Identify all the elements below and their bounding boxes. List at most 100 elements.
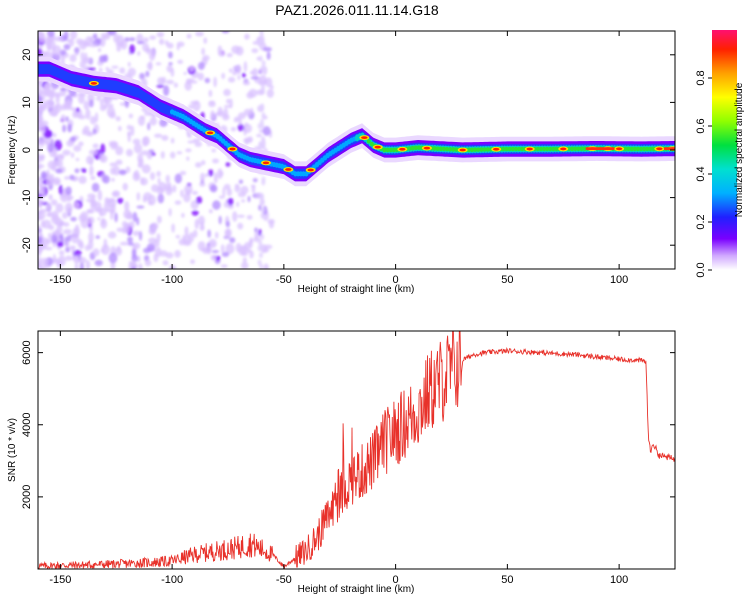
- spectrogram-noise-blob: [47, 232, 52, 239]
- spectrogram-noise-blob: [156, 233, 161, 243]
- spectrogram-noise-blob: [80, 51, 85, 61]
- spectrogram-noise-blob: [190, 100, 199, 105]
- spectrogram-noise-blob: [84, 52, 88, 62]
- spectrogram-noise-blob: [98, 55, 107, 63]
- spectrogram-noise-blob: [38, 89, 45, 95]
- snr-x-tick-label: -100: [161, 574, 183, 586]
- spectrogram-noise-blob: [47, 143, 54, 153]
- spectrogram-noise-blob: [143, 37, 149, 43]
- spectrogram-noise-blob: [55, 154, 65, 159]
- spectrogram-noise-blob: [57, 241, 64, 248]
- spectrogram-noise-blob: [229, 237, 236, 244]
- spectrogram-noise-blob: [179, 170, 187, 176]
- spectrogram-y-axis-label: Frequency (Hz): [7, 116, 18, 185]
- spectrogram-noise-blob: [92, 248, 100, 257]
- spectrogram-noise-blob: [153, 253, 159, 263]
- spectrogram-noise-blob: [142, 196, 147, 203]
- spectrogram-noise-blob: [116, 34, 125, 46]
- spectrogram-noise-blob: [213, 172, 218, 184]
- spectrogram-noise-blob: [196, 196, 203, 204]
- spectrogram-noise-blob: [114, 212, 118, 223]
- ridge-cell: [435, 146, 440, 151]
- spectrogram-noise-blob: [157, 177, 161, 185]
- spectrogram-noise-blob: [203, 37, 208, 44]
- spectrogram-noise-blob: [66, 39, 72, 43]
- ridge-cell: [507, 146, 512, 152]
- spectrogram-noise-blob: [102, 175, 110, 184]
- colorbar: 0.0 0.2 0.4 0.6 0.8 Normalized spectral ampl…: [695, 30, 745, 278]
- spectrogram-noise-blob: [44, 246, 53, 251]
- spectrogram-noise-blob: [54, 104, 60, 110]
- spectrogram-noise-blob: [67, 234, 72, 242]
- spectrogram-noise-blob: [266, 88, 274, 98]
- ridge-cell: [629, 146, 634, 152]
- spectrogram-noise-blob: [70, 152, 75, 158]
- spectrogram-noise-blob: [178, 238, 186, 246]
- spectrogram-noise-blob: [185, 148, 192, 153]
- spectrogram-x-axis-label: Height of straight line (km): [298, 284, 415, 295]
- spectrogram-noise-blob: [138, 263, 143, 269]
- ridge-cell: [416, 145, 421, 150]
- spectrogram-noise-blob: [190, 259, 195, 265]
- spectrogram-noise-blob: [206, 245, 212, 255]
- ridge-cell: [388, 147, 393, 153]
- spectrogram-noise-blob: [56, 225, 63, 234]
- figure-title: PAZ1.2026.011.11.14.G18: [275, 2, 439, 18]
- spectrogram-noise-blob: [104, 197, 110, 204]
- spectrogram-noise-blob: [226, 98, 231, 104]
- spectrogram-noise-blob: [112, 141, 119, 149]
- spectrogram-noise-blob: [107, 31, 117, 36]
- spectrogram-noise-blob: [212, 200, 221, 210]
- spectrogram-noise-blob: [129, 37, 136, 42]
- ridge-cell: [391, 147, 396, 153]
- spectrogram-noise-blob: [108, 252, 118, 264]
- spectrogram-noise-blob: [78, 241, 84, 250]
- spectrogram-noise-blob: [115, 159, 123, 165]
- spectrogram-x-tick-label: -100: [161, 274, 183, 286]
- spectrogram-noise-blob: [100, 143, 106, 155]
- ridge-cell: [370, 141, 374, 147]
- spectrogram-noise-blob: [48, 194, 53, 201]
- spectrogram-noise-blob: [40, 171, 48, 180]
- spectrogram-noise-blob: [157, 77, 164, 85]
- spectrogram-noise-blob: [125, 148, 133, 157]
- spectrogram-noise-blob: [51, 210, 59, 222]
- spectrogram-noise-blob: [209, 184, 218, 193]
- spectrogram-noise-blob: [194, 141, 202, 148]
- spectrogram-noise-blob: [268, 220, 275, 229]
- spectrogram-noise-blob: [190, 80, 198, 84]
- spectrogram-noise-blob: [173, 82, 179, 88]
- spectrogram-noise-blob: [139, 72, 145, 80]
- spectrogram-noise-blob: [116, 45, 122, 52]
- spectrogram-noise-blob: [151, 222, 159, 230]
- spectrogram-noise-blob: [156, 170, 161, 177]
- spectrogram-noise-blob: [217, 106, 223, 116]
- spectrogram-noise-blob: [167, 51, 173, 59]
- ridge-cell: [482, 147, 487, 152]
- spectrogram-noise-blob: [235, 46, 244, 56]
- ridge-cell: [548, 146, 553, 152]
- spectrogram-noise-blob: [116, 227, 125, 232]
- spectrogram-noise-blob: [184, 81, 192, 91]
- spectrogram-noise-blob: [132, 230, 140, 236]
- ridge-hotspot-core: [492, 147, 500, 151]
- spectrogram-noise-blob: [208, 89, 213, 98]
- spectrogram-noise-blob: [220, 244, 225, 254]
- spectrogram-noise-blob: [259, 31, 264, 35]
- spectrogram-noise-blob: [122, 182, 129, 191]
- spectrogram-noise-blob: [66, 139, 74, 147]
- spectrogram-noise-blob: [252, 41, 259, 45]
- spectrogram-noise-blob: [45, 89, 53, 98]
- spectrogram-noise-blob: [261, 176, 266, 183]
- spectrogram-noise-blob: [78, 141, 84, 147]
- spectrogram-noise-blob: [43, 129, 53, 139]
- spectrogram-noise-blob: [106, 106, 116, 118]
- ridge-hotspot-core: [615, 147, 623, 151]
- spectrogram-noise-blob: [119, 241, 129, 246]
- colorbar-gradient: [712, 30, 737, 270]
- spectrogram-noise-blob: [166, 79, 175, 85]
- spectrogram-noise-blob: [125, 166, 131, 174]
- spectrogram-noise-blob: [69, 174, 75, 181]
- spectrogram-noise-blob: [38, 184, 45, 193]
